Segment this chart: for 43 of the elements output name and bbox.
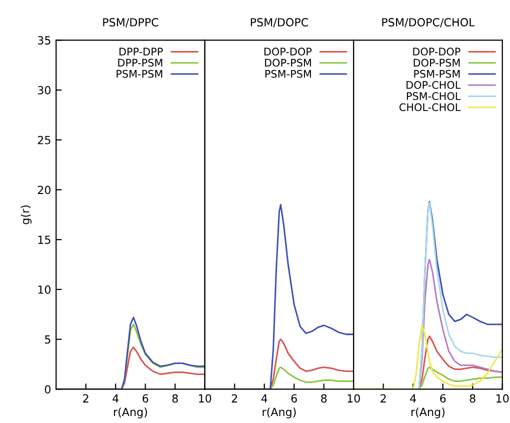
y-tick-label: 5 — [45, 335, 50, 344]
chart-title: PSM/DPPC — [103, 18, 158, 28]
legend-label: PSM-PSM — [414, 70, 460, 78]
legend-label: DOP-DOP — [264, 48, 312, 56]
x-axis-title: r(Ang) — [412, 408, 444, 418]
x-tick-label: 8 — [321, 394, 327, 403]
x-tick-label: 6 — [291, 394, 297, 403]
x-tick-label: 10 — [199, 394, 212, 403]
y-tick-label: 20 — [38, 186, 50, 194]
x-tick-label: 8 — [470, 394, 476, 403]
legend-label: PSM-PSM — [265, 70, 311, 78]
legend-label: CHOL-CHOL — [399, 103, 461, 112]
chart-title: PSM/DOPC — [250, 18, 308, 28]
x-tick-label: 2 — [380, 394, 386, 402]
x-tick-label: 8 — [172, 394, 178, 403]
legend-label: DPP-PSM — [118, 58, 162, 67]
y-tick-label: 25 — [38, 136, 50, 144]
legend-label: PSM-PSM — [116, 70, 162, 78]
chart-title: PSM/DOPC/CHOL — [382, 18, 475, 28]
legend-label: DOP-CHOL — [406, 81, 461, 89]
y-axis-title: g(r) — [20, 205, 32, 224]
legend-label: PSM-CHOL — [406, 92, 461, 100]
y-tick-label: 0 — [44, 385, 50, 394]
y-tick-label: 10 — [38, 285, 50, 294]
x-tick-label: 6 — [142, 394, 148, 403]
y-tick-label: 15 — [38, 236, 50, 244]
x-tick-label: 2 — [83, 394, 88, 402]
x-tick-label: 4 — [112, 394, 119, 402]
legend-label: DOP-PSM — [265, 58, 311, 67]
x-tick-label: 4 — [261, 394, 268, 402]
x-tick-label: 10 — [496, 394, 509, 403]
x-axis-title: r(Ang) — [114, 408, 147, 418]
line-series — [120, 346, 205, 390]
x-axis-title: r(Ang) — [262, 408, 296, 418]
x-tick-label: 4 — [410, 394, 416, 402]
y-tick-label: 35 — [38, 36, 50, 45]
y-tick-label: 30 — [38, 86, 50, 94]
x-tick-label: 10 — [348, 394, 360, 403]
x-tick-label: 6 — [440, 394, 446, 403]
legend-label: DPP-DPP — [120, 48, 163, 56]
legend-label: DOP-DOP — [413, 48, 460, 56]
x-tick-label: 2 — [232, 394, 238, 402]
legend-label: DOP-PSM — [414, 58, 460, 67]
